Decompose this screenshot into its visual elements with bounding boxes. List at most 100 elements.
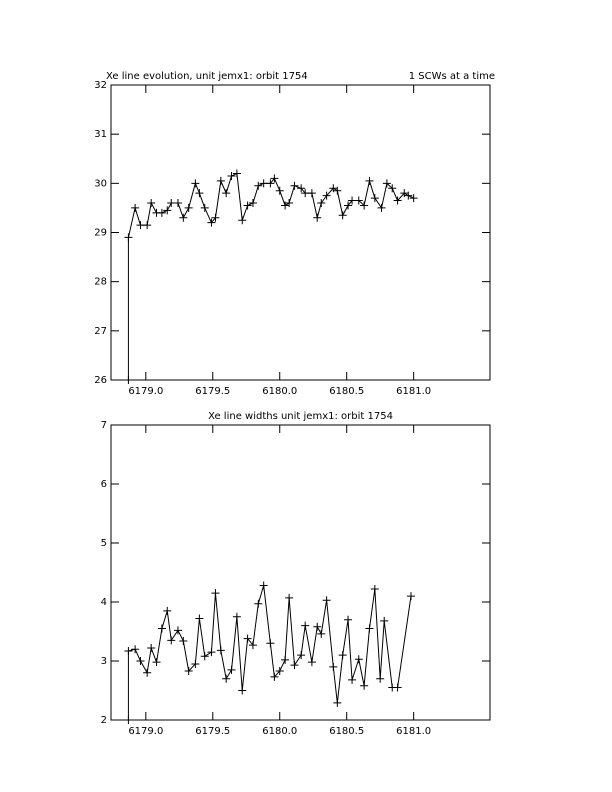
y-tick-label: 30 [94, 178, 107, 189]
data-point [147, 644, 156, 653]
plot-frame [110, 84, 491, 381]
data-point [152, 658, 161, 667]
y-tick-label: 28 [94, 277, 107, 288]
data-point [301, 621, 310, 630]
data-point [382, 179, 391, 188]
data-point [333, 186, 342, 195]
y-tick-label: 3 [101, 656, 107, 667]
x-tick-label: 6180.5 [329, 726, 364, 737]
data-point [270, 174, 279, 183]
data-point [354, 196, 363, 205]
data-line [127, 585, 412, 720]
data-point [313, 213, 322, 222]
data-point [404, 191, 413, 200]
data-point [167, 636, 176, 645]
data-point [238, 686, 247, 695]
data-point [275, 186, 284, 195]
data-point [297, 184, 306, 193]
data-point [354, 655, 363, 664]
data-point [243, 634, 252, 643]
data-point [157, 624, 166, 633]
data-point [195, 614, 204, 623]
chart-title: Xe line evolution, unit jemx1: orbit 175… [106, 71, 308, 82]
data-point [344, 615, 353, 624]
data-point [163, 206, 172, 215]
data-point [259, 179, 268, 188]
y-tick-label: 29 [94, 228, 107, 239]
data-point [322, 596, 331, 605]
data-point [290, 181, 299, 190]
data-point [393, 683, 402, 692]
data-point [322, 191, 331, 200]
data-point [301, 189, 310, 198]
chart-title: Xe line widths unit jemx1: orbit 1754 [208, 411, 393, 422]
data-point [191, 659, 200, 668]
data-point [163, 606, 172, 615]
data-point [131, 203, 140, 212]
data-point [344, 201, 353, 210]
data-point [360, 681, 369, 690]
data-point [329, 184, 338, 193]
data-point [136, 221, 145, 230]
data-point [285, 593, 294, 602]
data-point [370, 194, 379, 203]
y-tick-label: 5 [101, 538, 107, 549]
data-point [307, 658, 316, 667]
data-point [281, 201, 290, 210]
data-point [207, 218, 216, 227]
data-point [266, 639, 275, 648]
x-tick-label: 6179.5 [195, 726, 230, 737]
data-point [147, 199, 156, 207]
data-point [173, 199, 182, 207]
data-point [184, 667, 193, 676]
data-point [184, 203, 193, 212]
data-point [409, 194, 418, 203]
data-point [131, 645, 140, 654]
data-point [238, 216, 247, 225]
data-point [297, 651, 306, 660]
data-point [191, 179, 200, 188]
data-point [211, 213, 220, 222]
data-point [248, 199, 257, 207]
data-point [254, 599, 263, 608]
data-point [380, 616, 389, 625]
x-tick-label: 6181.0 [396, 726, 431, 737]
data-point [333, 698, 342, 707]
data-point [124, 376, 133, 384]
data-point [173, 626, 182, 635]
annotation: 1 SCWs at a time [409, 71, 495, 82]
data-point [360, 201, 369, 210]
data-point [338, 211, 347, 220]
data-point [259, 581, 268, 590]
data-point [388, 184, 397, 193]
data-point [200, 203, 209, 212]
data-point [307, 189, 316, 198]
data-point [216, 646, 225, 655]
data-point [254, 181, 263, 190]
data-point [376, 674, 385, 683]
data-point [317, 629, 326, 638]
data-point [179, 213, 188, 222]
data-point [195, 189, 204, 198]
data-point [222, 674, 231, 683]
y-tick-label: 27 [94, 326, 107, 337]
data-point [290, 661, 299, 670]
data-point [143, 668, 152, 677]
y-tick-label: 7 [101, 420, 107, 431]
data-point [211, 589, 220, 598]
data-point [365, 176, 374, 185]
data-point [124, 646, 133, 655]
data-point [143, 221, 152, 230]
data-point [136, 657, 145, 665]
data-point [275, 667, 284, 676]
data-point [227, 665, 236, 674]
data-point [266, 179, 275, 188]
data-point [313, 622, 322, 631]
data-point [248, 641, 257, 650]
data-point [285, 199, 294, 207]
x-tick-label: 6179.0 [128, 386, 163, 397]
data-point [157, 208, 166, 217]
data-point [200, 652, 209, 661]
data-point [167, 199, 176, 207]
